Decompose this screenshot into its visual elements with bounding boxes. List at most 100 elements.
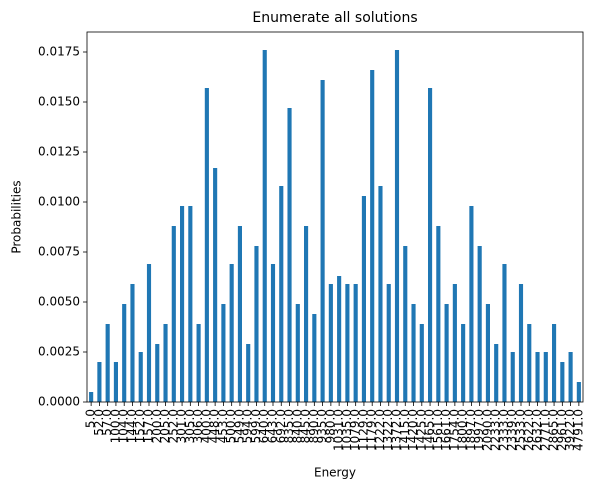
- x-tick-label: 2233.0: [489, 409, 503, 451]
- x-tick-label: 1031.0: [332, 409, 346, 451]
- bar: [535, 352, 540, 402]
- bar: [353, 284, 358, 402]
- bar: [543, 352, 548, 402]
- x-tick-label: 157.0: [142, 409, 156, 443]
- x-tick-label: 1035.0: [340, 409, 354, 451]
- bar: [320, 80, 325, 402]
- x-tick-label: 152.0: [133, 409, 147, 443]
- bar: [105, 324, 110, 402]
- x-tick-label: 252.0: [166, 409, 180, 443]
- bar: [196, 324, 201, 402]
- y-tick-label: 0.0000: [38, 395, 80, 409]
- x-tick-label: 1179.0: [365, 409, 379, 451]
- x-tick-label: 301.0: [175, 409, 189, 443]
- x-tick-label: 1561.0: [431, 409, 445, 451]
- bar: [163, 324, 168, 402]
- bar: [221, 304, 226, 402]
- bar: [180, 206, 185, 402]
- x-tick-label: 1129.0: [356, 409, 370, 451]
- bar: [370, 70, 375, 402]
- bar: [428, 88, 433, 402]
- bar: [97, 362, 102, 402]
- y-tick-label: 0.0175: [38, 45, 80, 59]
- x-tick-label: 890.0: [307, 409, 321, 443]
- bar: [436, 226, 441, 402]
- bar: [146, 264, 152, 402]
- bar: [279, 186, 284, 402]
- x-tick-label: 1322.0: [381, 409, 395, 451]
- bar: [130, 284, 135, 402]
- bar: [461, 324, 466, 402]
- x-tick-label: 144.0: [125, 409, 139, 443]
- bar: [518, 284, 524, 402]
- x-tick-label: 1897.0: [464, 409, 478, 451]
- bar: [576, 382, 581, 402]
- y-tick-label: 0.0050: [38, 295, 80, 309]
- bar: [254, 246, 259, 402]
- x-tick-label: 2961.0: [555, 409, 569, 451]
- x-tick-label: 1661.0: [439, 409, 453, 451]
- x-tick-label: 935.0: [315, 409, 329, 443]
- bar: [138, 352, 143, 402]
- x-tick-label: 57.0: [100, 409, 114, 436]
- bar: [229, 264, 234, 402]
- x-tick-label: 205.0: [158, 409, 172, 443]
- x-tick-label: 1372.0: [390, 409, 404, 451]
- x-tick-label: 453.0: [216, 409, 230, 443]
- bar: [113, 362, 118, 402]
- x-tick-label: 2533.0: [514, 409, 528, 451]
- bar: [345, 284, 350, 402]
- x-tick-label: 306.0: [191, 409, 205, 443]
- y-tick-label: 0.0100: [38, 195, 80, 209]
- bar: [452, 284, 457, 402]
- chart-title: Enumerate all solutions: [252, 10, 417, 26]
- x-axis-label: Energy: [314, 466, 356, 480]
- bar: [188, 206, 193, 402]
- x-tick-label: 4791.0: [571, 409, 585, 451]
- bar: [295, 304, 300, 402]
- bar: [237, 226, 242, 402]
- x-tick-label: 1800.0: [456, 409, 470, 451]
- x-tick-label: 835.0: [282, 409, 296, 443]
- bar: [204, 88, 209, 402]
- x-tick-label: 1997.0: [472, 409, 486, 451]
- y-tick-label: 0.0125: [38, 145, 80, 159]
- bar: [171, 226, 176, 402]
- x-tick-label: 599.0: [249, 409, 263, 443]
- bar: [444, 304, 449, 402]
- bar: [568, 352, 573, 402]
- y-axis-label: Probabilities: [10, 180, 24, 253]
- x-tick-label: 2339.0: [505, 409, 519, 451]
- x-tick-label: 594.0: [241, 409, 255, 443]
- bar: [378, 186, 383, 402]
- x-tick-label: 100.0: [108, 409, 122, 443]
- x-tick-label: 104.0: [117, 409, 131, 443]
- x-tick-label: 840.0: [290, 409, 304, 443]
- bar: [270, 264, 276, 402]
- bar: [287, 108, 292, 402]
- x-tick-label: 2333.0: [497, 409, 511, 451]
- bar: [304, 226, 309, 402]
- x-tick-label: 1465.0: [423, 409, 437, 451]
- bar: [89, 392, 94, 402]
- bar: [246, 344, 251, 402]
- x-tick-label: 400.0: [199, 409, 213, 443]
- bar: [494, 344, 499, 402]
- bar: [560, 362, 565, 402]
- bar: [262, 50, 267, 402]
- x-tick-label: 692.0: [274, 409, 288, 443]
- x-tick-label: 549.0: [232, 409, 246, 443]
- bar: [527, 324, 532, 402]
- bar: [386, 284, 391, 402]
- x-tick-label: 500.0: [224, 409, 238, 443]
- x-tick-label: 200.0: [150, 409, 164, 443]
- y-tick-label: 0.0075: [38, 245, 80, 259]
- bar: [419, 324, 424, 402]
- bar: [485, 304, 490, 402]
- x-tick-label: 2622.0: [522, 409, 536, 451]
- x-tick-label: 5.0: [84, 409, 98, 428]
- bar: [469, 206, 474, 402]
- bar: [411, 304, 416, 402]
- x-tick-label: 640.0: [257, 409, 271, 443]
